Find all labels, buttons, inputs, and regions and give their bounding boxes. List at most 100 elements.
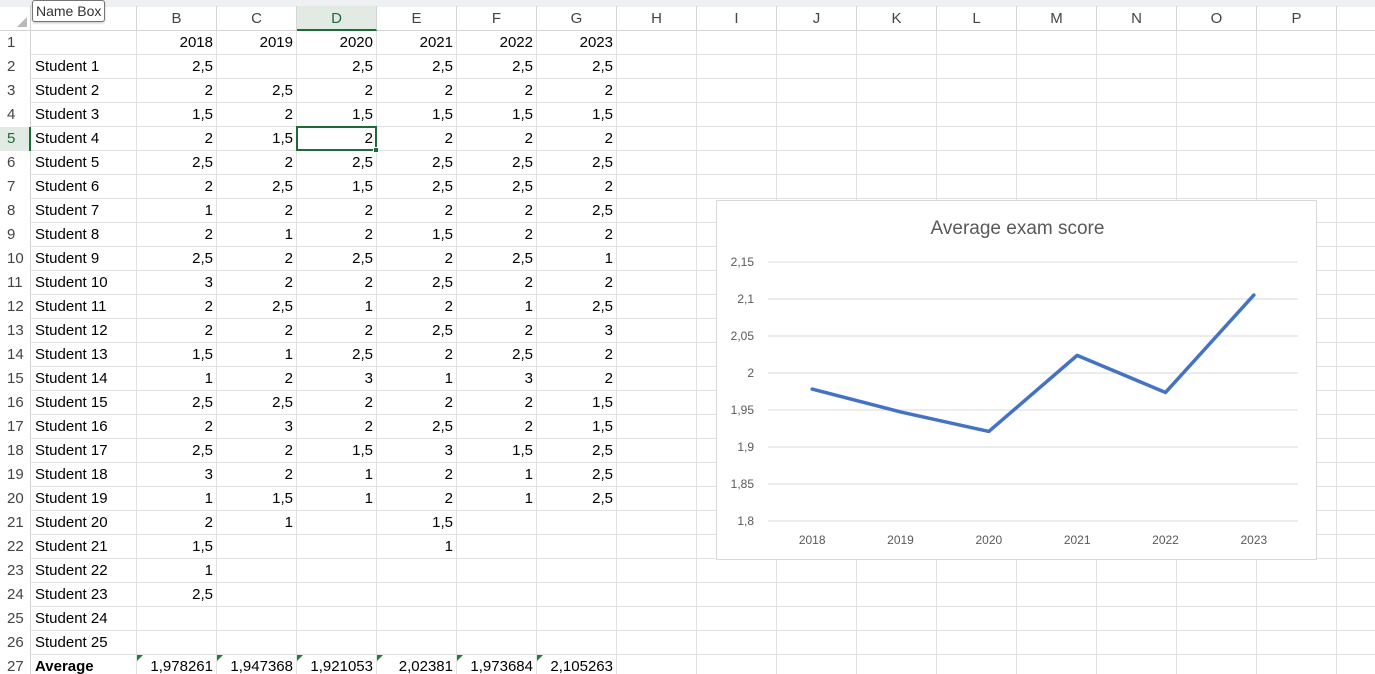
score-cell[interactable]: 2 — [204, 298, 213, 315]
year-header-cell[interactable]: 2020 — [339, 34, 373, 51]
column-header-m[interactable]: M — [1017, 6, 1097, 31]
score-cell[interactable]: 2 — [604, 82, 613, 99]
average-value-cell[interactable]: 1,921053 — [297, 655, 377, 674]
score-cell[interactable]: 2,5 — [192, 250, 213, 267]
year-header-cell[interactable]: 2022 — [499, 34, 533, 51]
score-cell[interactable]: 2 — [524, 82, 533, 99]
score-cell[interactable]: 1 — [364, 466, 373, 483]
column-header-i[interactable]: I — [697, 6, 777, 31]
score-cell[interactable]: 2 — [364, 130, 373, 147]
score-cell[interactable]: 2 — [284, 106, 293, 123]
average-value-cell[interactable]: 1,973684 — [457, 655, 537, 674]
column-header-b[interactable]: B — [137, 6, 217, 31]
row-header[interactable]: 19 — [0, 463, 31, 487]
score-cell[interactable]: 2,5 — [192, 394, 213, 411]
row-header[interactable]: 11 — [0, 271, 31, 295]
score-cell[interactable]: 2 — [364, 322, 373, 339]
student-name-cell[interactable]: Student 8 — [35, 226, 100, 243]
score-cell[interactable]: 1,5 — [432, 514, 453, 531]
average-value-cell[interactable]: 1,947368 — [217, 655, 297, 674]
score-cell[interactable]: 2,5 — [592, 490, 613, 507]
score-cell[interactable]: 1 — [204, 490, 213, 507]
score-cell[interactable]: 2 — [604, 346, 613, 363]
column-header-j[interactable]: J — [777, 6, 857, 31]
row-header[interactable]: 21 — [0, 511, 31, 535]
score-cell[interactable]: 1 — [284, 514, 293, 531]
score-cell[interactable]: 1,5 — [192, 106, 213, 123]
score-cell[interactable]: 2 — [444, 490, 453, 507]
score-cell[interactable]: 2,5 — [192, 154, 213, 171]
column-header-l[interactable]: L — [937, 6, 1017, 31]
score-cell[interactable]: 2 — [524, 130, 533, 147]
score-cell[interactable]: 2,5 — [592, 298, 613, 315]
score-cell[interactable]: 1 — [444, 370, 453, 387]
score-cell[interactable]: 1 — [524, 466, 533, 483]
score-cell[interactable]: 1 — [524, 490, 533, 507]
score-cell[interactable]: 1,5 — [432, 106, 453, 123]
student-name-cell[interactable]: Student 7 — [35, 202, 100, 219]
student-name-cell[interactable]: Student 12 — [35, 322, 108, 339]
year-header-cell[interactable]: 2019 — [259, 34, 293, 51]
row-header[interactable]: 17 — [0, 415, 31, 439]
student-name-cell[interactable]: Student 2 — [35, 82, 100, 99]
score-cell[interactable]: 2,5 — [272, 178, 293, 195]
score-cell[interactable]: 2 — [204, 226, 213, 243]
score-cell[interactable]: 1,5 — [272, 490, 293, 507]
score-cell[interactable]: 2 — [284, 370, 293, 387]
score-cell[interactable]: 2,5 — [592, 442, 613, 459]
column-header-partial[interactable] — [1337, 6, 1375, 31]
score-cell[interactable]: 2,5 — [272, 394, 293, 411]
score-cell[interactable]: 2 — [284, 250, 293, 267]
score-cell[interactable]: 2 — [444, 298, 453, 315]
student-name-cell[interactable]: Student 19 — [35, 490, 108, 507]
score-cell[interactable]: 3 — [524, 370, 533, 387]
score-cell[interactable]: 2 — [444, 394, 453, 411]
score-cell[interactable]: 2,5 — [592, 202, 613, 219]
score-cell[interactable]: 2,5 — [272, 298, 293, 315]
score-cell[interactable]: 3 — [604, 322, 613, 339]
score-cell[interactable]: 1,5 — [592, 106, 613, 123]
score-cell[interactable]: 2 — [524, 226, 533, 243]
score-cell[interactable]: 1 — [604, 250, 613, 267]
score-cell[interactable]: 1,5 — [512, 106, 533, 123]
score-cell[interactable]: 2,5 — [512, 58, 533, 75]
score-cell[interactable]: 3 — [444, 442, 453, 459]
student-name-cell[interactable]: Student 18 — [35, 466, 108, 483]
column-header-d[interactable]: D — [297, 6, 377, 31]
student-name-cell[interactable]: Student 15 — [35, 394, 108, 411]
score-cell[interactable]: 1 — [364, 490, 373, 507]
score-cell[interactable]: 2 — [284, 466, 293, 483]
student-name-cell[interactable]: Student 6 — [35, 178, 100, 195]
score-cell[interactable]: 2 — [204, 514, 213, 531]
active-cell-selection[interactable] — [296, 126, 379, 153]
student-name-cell[interactable]: Student 1 — [35, 58, 100, 75]
score-cell[interactable]: 2,5 — [192, 442, 213, 459]
row-header[interactable]: 6 — [0, 151, 31, 175]
score-cell[interactable]: 3 — [364, 370, 373, 387]
score-cell[interactable]: 2 — [284, 154, 293, 171]
score-cell[interactable]: 2,5 — [272, 82, 293, 99]
score-cell[interactable]: 2 — [284, 274, 293, 291]
score-cell[interactable]: 2 — [364, 82, 373, 99]
student-name-cell[interactable]: Student 3 — [35, 106, 100, 123]
student-name-cell[interactable]: Student 14 — [35, 370, 108, 387]
row-header[interactable]: 23 — [0, 559, 31, 583]
score-cell[interactable]: 1 — [444, 538, 453, 555]
row-header[interactable]: 22 — [0, 535, 31, 559]
score-cell[interactable]: 2 — [604, 226, 613, 243]
score-cell[interactable]: 2,5 — [592, 466, 613, 483]
row-header[interactable]: 24 — [0, 583, 31, 607]
score-cell[interactable]: 2 — [524, 274, 533, 291]
student-name-cell[interactable]: Student 17 — [35, 442, 108, 459]
score-cell[interactable]: 2,5 — [352, 250, 373, 267]
select-all-corner[interactable] — [0, 6, 31, 31]
student-name-cell[interactable]: Student 22 — [35, 562, 108, 579]
column-header-g[interactable]: G — [537, 6, 617, 31]
score-cell[interactable]: 2 — [524, 322, 533, 339]
score-cell[interactable]: 3 — [204, 274, 213, 291]
column-header-o[interactable]: O — [1177, 6, 1257, 31]
row-header[interactable]: 15 — [0, 367, 31, 391]
score-cell[interactable]: 2,5 — [432, 322, 453, 339]
score-cell[interactable]: 1 — [204, 202, 213, 219]
score-cell[interactable]: 2 — [444, 202, 453, 219]
